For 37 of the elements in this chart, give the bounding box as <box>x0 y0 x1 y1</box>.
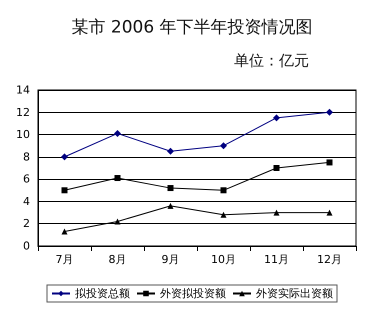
point <box>62 228 68 235</box>
chart-subtitle: 单位：亿元 <box>234 52 309 70</box>
x-tick-label: 9月 <box>162 253 180 266</box>
y-tick-label: 12 <box>16 106 30 119</box>
point <box>114 218 120 224</box>
point <box>168 185 174 192</box>
point <box>220 142 227 150</box>
point <box>61 153 68 160</box>
point <box>326 159 332 166</box>
point <box>274 165 280 171</box>
legend-label: 外资实际出资额 <box>256 287 333 300</box>
x-tick-label: 7月 <box>56 253 74 266</box>
legend-label: 拟投资总额 <box>75 287 130 300</box>
y-tick-label: 0 <box>23 240 30 252</box>
y-tick-label: 10 <box>16 128 30 142</box>
point <box>273 114 280 122</box>
x-tick-label: 12月 <box>317 253 342 266</box>
x-tick-label: 11月 <box>264 253 289 266</box>
point <box>274 210 280 216</box>
point <box>220 187 226 194</box>
x-tick-label: 8月 <box>108 253 126 266</box>
point <box>326 210 332 216</box>
point <box>220 212 226 218</box>
x-tick-label: 10月 <box>211 253 236 266</box>
point <box>167 148 174 155</box>
y-tick-label: 6 <box>23 172 30 186</box>
point <box>168 202 174 209</box>
point <box>326 108 333 116</box>
point <box>114 175 120 182</box>
y-tick-label: 8 <box>23 150 30 164</box>
point <box>62 187 68 194</box>
chart-title: 某市 2006 年下半年投资情况图 <box>71 18 313 38</box>
y-tick-label: 4 <box>23 194 30 208</box>
point <box>114 130 121 137</box>
y-tick-label: 2 <box>23 217 30 230</box>
y-tick-label: 14 <box>16 84 30 96</box>
legend-label: 外资拟投资额 <box>160 287 226 300</box>
